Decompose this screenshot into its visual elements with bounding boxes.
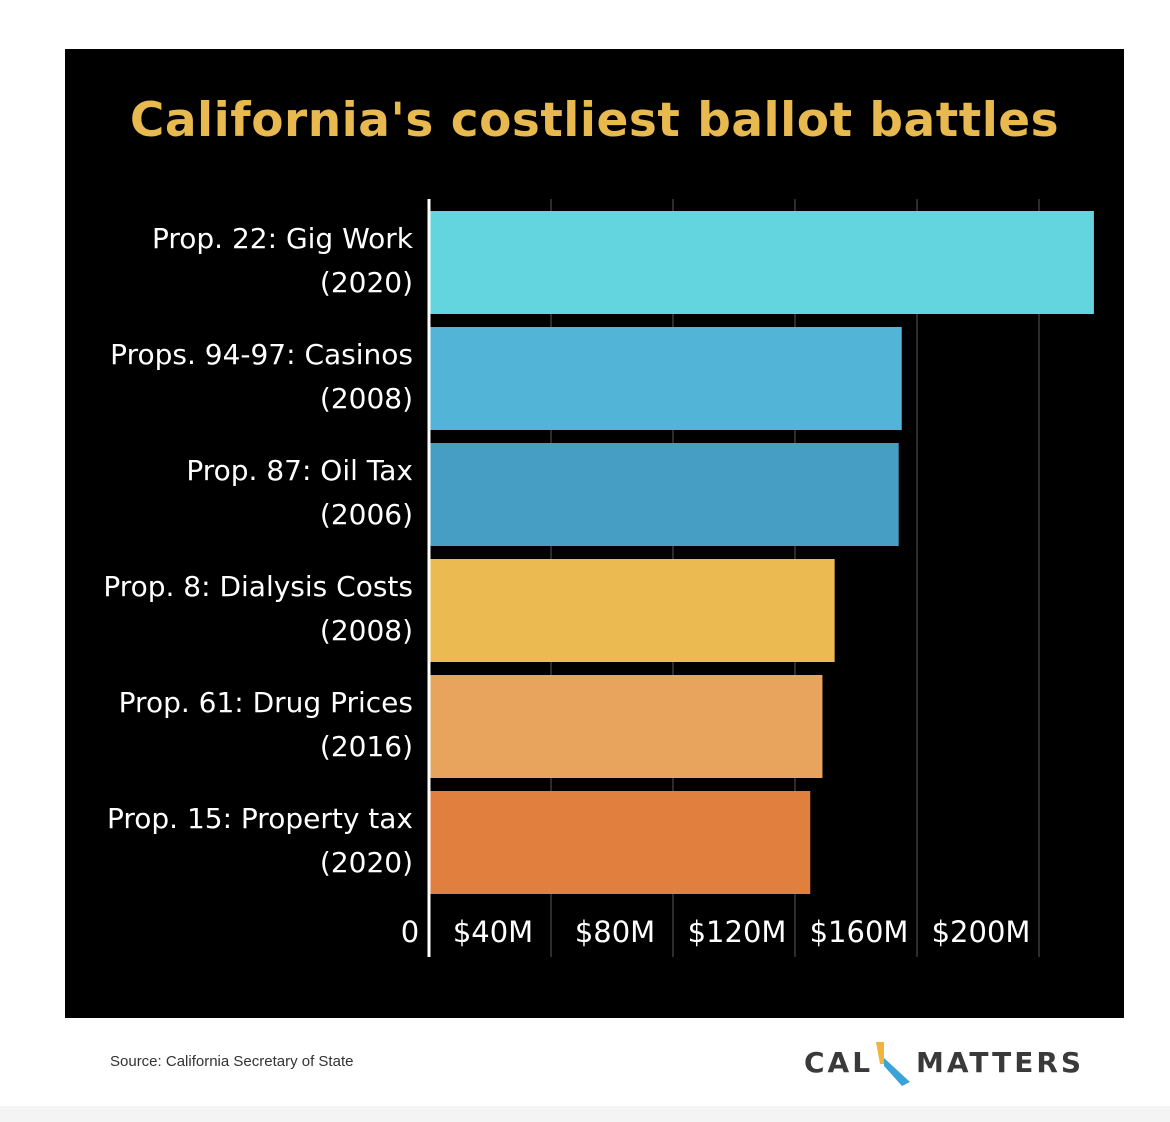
category-label-0: Prop. 22: Gig Work xyxy=(151,222,413,255)
x-tick-label-4: $160M xyxy=(809,915,909,949)
bar-1 xyxy=(429,327,902,430)
bar-5 xyxy=(429,791,811,894)
category-year-1: (2008) xyxy=(319,382,413,415)
category-label-3: Prop. 8: Dialysis Costs xyxy=(103,570,413,603)
category-label-2: Prop. 87: Oil Tax xyxy=(186,454,413,487)
category-year-4: (2016) xyxy=(319,730,413,763)
category-label-5: Prop. 15: Property tax xyxy=(106,802,413,835)
bar-4 xyxy=(429,675,823,778)
bar-3 xyxy=(429,559,835,662)
bar-chart xyxy=(427,199,1094,957)
category-year-0: (2020) xyxy=(319,266,413,299)
category-year-3: (2008) xyxy=(319,614,413,647)
chart-panel: California's costliest ballot battles Pr… xyxy=(65,49,1124,1018)
x-tick-label-5: $200M xyxy=(931,915,1031,949)
california-state-icon xyxy=(876,1042,910,1086)
logo-text-right: MATTERS xyxy=(916,1046,1085,1079)
source-note: Source: California Secretary of State xyxy=(110,1053,354,1070)
category-year-5: (2020) xyxy=(319,846,413,879)
page-bottom-strip xyxy=(0,1106,1170,1122)
x-tick-label-3: $120M xyxy=(687,915,787,949)
x-tick-label-1: $40M xyxy=(452,915,534,949)
category-label-4: Prop. 61: Drug Prices xyxy=(118,686,413,719)
chart-title: California's costliest ballot battles xyxy=(129,93,1060,148)
x-tick-label-0: 0 xyxy=(400,915,420,949)
category-label-1: Props. 94-97: Casinos xyxy=(110,338,413,371)
x-tick-label-2: $80M xyxy=(574,915,656,949)
bar-0 xyxy=(429,211,1094,314)
bar-2 xyxy=(429,443,899,546)
logo-text-left: CAL xyxy=(804,1046,874,1079)
category-year-2: (2006) xyxy=(319,498,413,531)
